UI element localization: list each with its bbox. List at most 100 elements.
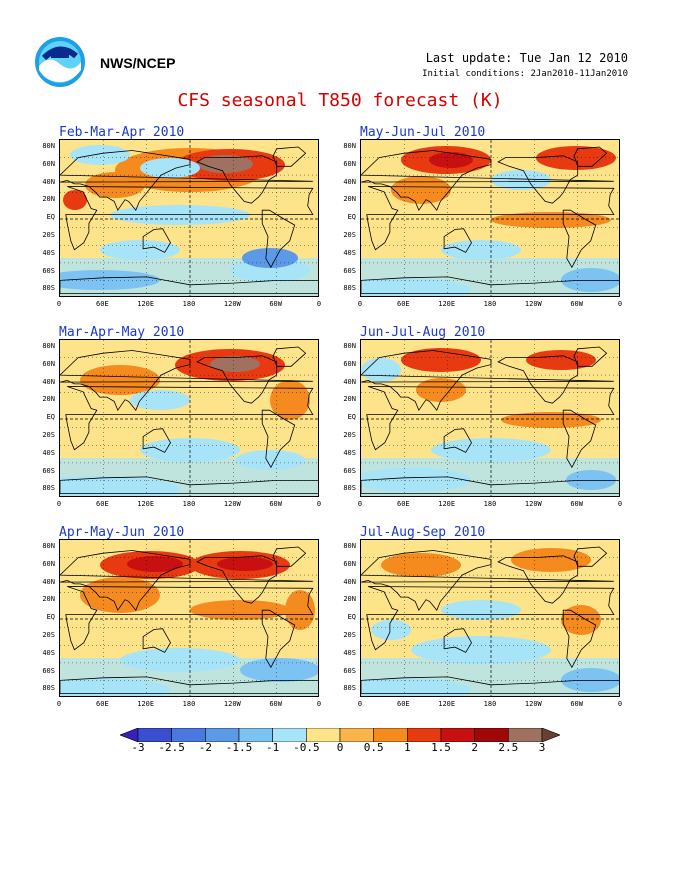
initial-conditions-text: Initial conditions: 2Jan2010-11Jan2010 [422,69,628,79]
lon-label: 60E [96,500,109,508]
colorbar-label: -1 [266,741,280,754]
lon-label: 60E [96,300,109,308]
lat-label: 60S [42,466,55,475]
lon-label: 120E [137,300,155,308]
colorbar-swatch [205,728,240,742]
lat-label: 80N [42,342,55,350]
lat-label: EQ [46,413,55,422]
lat-label: 60S [343,266,356,275]
forecast-map [59,139,319,297]
lat-label: 40N [343,177,356,186]
lat-label: 80S [42,684,55,693]
colorbar-swatch [373,728,408,742]
panel-title: Apr-May-Jun 2010 [59,525,185,540]
lat-label: 20S [343,431,356,439]
lat-label: 80N [42,542,55,550]
lat-label: 60S [343,466,356,475]
lon-label: 60E [397,500,410,508]
lon-label: 180 [182,700,196,708]
lat-label: 20N [343,595,356,604]
colorbar-swatch [440,728,475,742]
lon-label: 120E [438,700,456,708]
colorbar [120,728,560,742]
map-field [60,140,318,296]
lat-label: 40N [343,577,356,586]
lon-label: 60W [570,300,583,308]
lat-label: 40S [343,448,356,457]
forecast-map [59,339,319,497]
main-title: CFS seasonal T850 forecast (K) [177,90,503,111]
colorbar-swatch [474,728,509,742]
forecast-map [360,339,620,497]
lat-label: 80S [343,684,356,693]
lon-label: 120W [524,500,542,508]
lon-label: 120W [223,700,241,708]
lon-label: 120W [524,700,542,708]
lon-label: 60W [269,500,282,508]
colorbar-label: -0.5 [293,741,320,754]
lat-label: 80S [42,284,55,293]
colorbar-label: 1 [404,741,411,754]
agency-label: NWS/NCEP [100,55,176,71]
lat-label: EQ [347,213,356,222]
colorbar-label: 1.5 [431,741,451,754]
lat-label: 20S [343,631,356,639]
lon-label: 180 [483,300,497,308]
colorbar-label: -1.5 [225,741,253,754]
lat-label: 40S [343,248,356,257]
lat-label: 40S [42,248,55,257]
map-field [361,340,619,496]
lat-label: 40S [42,648,55,657]
map-field [361,540,619,696]
lon-label: 180 [182,300,196,308]
colorbar-swatch [508,728,543,742]
colorbar-swatch [171,728,206,742]
colorbar-label: 3 [538,741,546,754]
colorbar-label: -2.5 [158,741,185,754]
colorbar-label: 2 [471,741,478,754]
lon-label: 120W [524,300,542,308]
lon-label: 60E [96,700,109,708]
map-field [60,540,318,696]
lon-label: 180 [483,500,497,508]
lat-label: 60N [343,159,356,168]
colorbar-label: -3 [131,741,145,754]
lon-label: 0 [316,500,322,508]
lon-label: 60W [570,500,583,508]
lat-label: 80S [343,284,356,293]
lat-label: 60N [343,359,356,368]
lat-label: 60N [42,359,55,368]
lat-label: 20N [343,395,356,404]
lon-label: 60E [397,700,410,708]
lat-label: 20N [343,195,356,204]
lat-label: 40N [343,377,356,386]
colorbar-label: -2 [198,741,212,754]
lon-label: 0 [56,700,62,708]
lat-label: EQ [347,613,356,622]
lat-label: 40N [42,577,55,586]
lon-label: 120W [223,300,241,308]
lat-label: 60N [42,559,55,568]
noaa-logo-icon [34,36,86,88]
map-field [60,340,318,496]
lon-label: 0 [56,500,62,508]
lon-label: 0 [316,700,322,708]
lat-label: 80S [343,484,356,493]
forecast-map [59,539,319,697]
lon-label: 60W [269,700,282,708]
colorbar-label: 0 [336,741,344,754]
colorbar-swatch [407,728,442,742]
lon-label: 60W [570,700,583,708]
colorbar-min-triangle [120,728,139,742]
lon-label: 0 [617,300,623,308]
lat-label: 80S [42,484,55,493]
lat-label: 20S [42,231,55,239]
lat-label: 40N [42,177,55,186]
lon-label: 0 [357,500,363,508]
map-field [361,140,619,296]
lat-label: 20N [42,195,55,204]
colorbar-swatch [306,728,341,742]
lon-label: 120W [223,500,241,508]
colorbar-label: 0.5 [363,741,384,754]
